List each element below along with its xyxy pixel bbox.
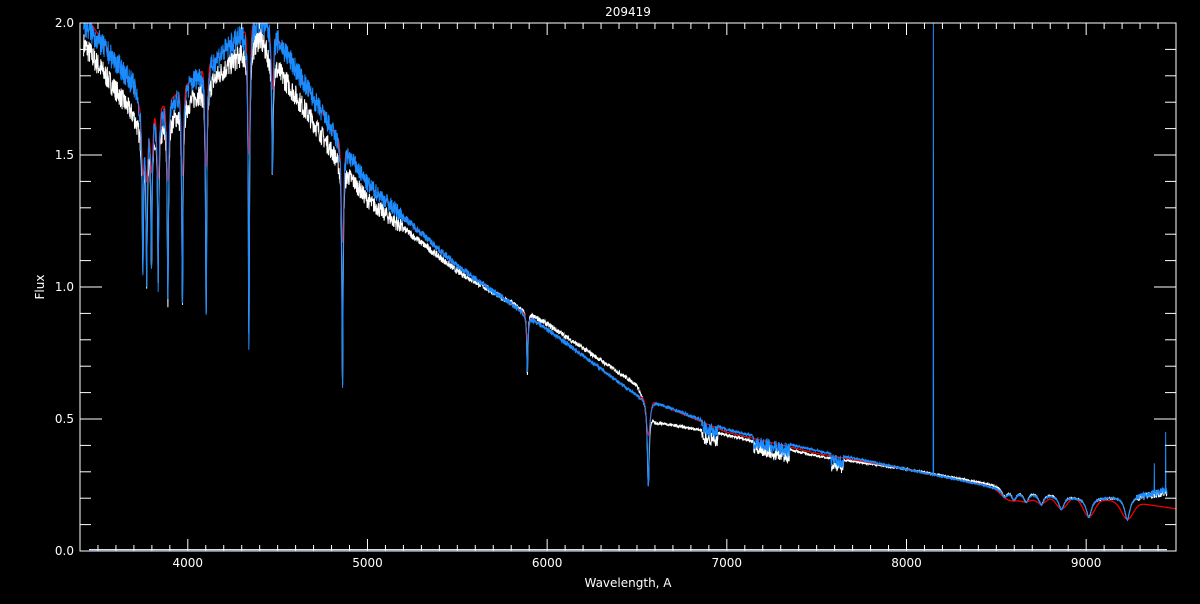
y-tick-label: 1.0 [55,280,74,294]
series-group [83,23,1176,551]
axes-layer: 4000 5000 6000 7000 8000 9000 0.0 0.5 1.0 1.5 2.0 [55,16,1177,570]
blue-spectrum-line [83,23,1168,522]
x-tick-label: 4000 [173,556,204,570]
x-tick-label: 7000 [712,556,743,570]
x-axis-label: Wavelength, A [584,576,672,590]
plot-frame [79,22,1177,552]
y-tick-label: 1.5 [55,148,74,162]
chart-title: 209419 [605,5,651,19]
y-tick-label: 0.5 [55,412,74,426]
white-spectrum-line [83,28,1168,521]
series-layer [83,23,1176,551]
y-tick-label: 0.0 [55,544,74,558]
x-tick-label: 9000 [1071,556,1102,570]
x-tick-label: 5000 [352,556,383,570]
x-tick-label: 6000 [532,556,563,570]
y-axis-label: Flux [33,275,47,300]
red-model-line [90,23,1176,520]
x-tick-label: 8000 [891,556,922,570]
y-tick-label: 2.0 [55,16,74,30]
